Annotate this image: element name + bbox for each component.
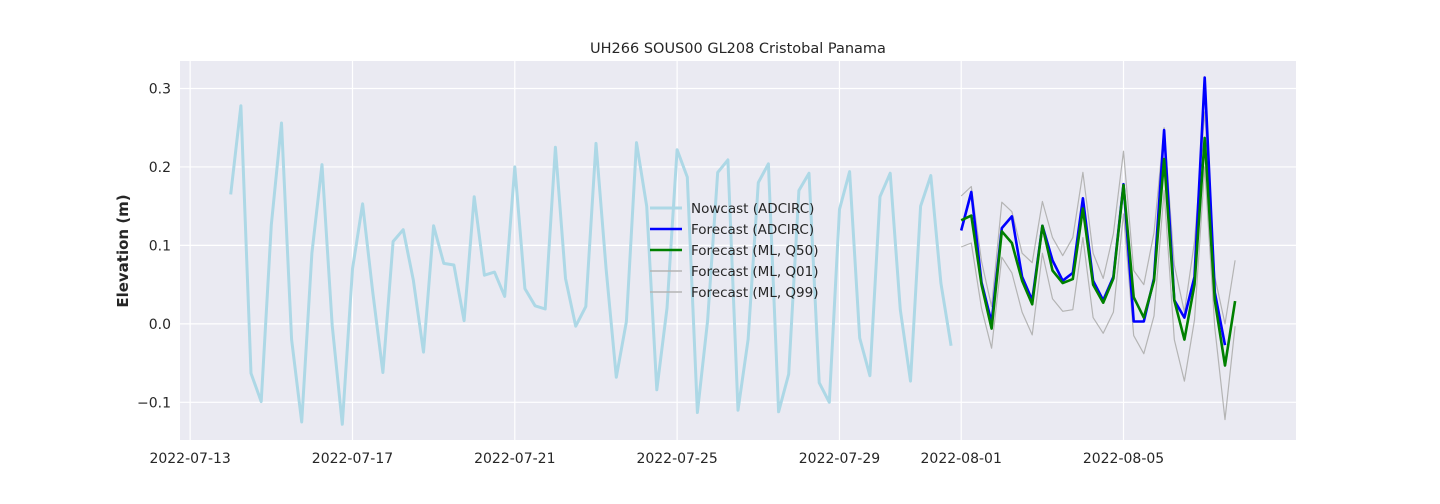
x-tick-labels: 2022-07-13 2022-07-17 2022-07-21 2022-07-25… bbox=[149, 451, 1164, 467]
y-tick-label: 0.0 bbox=[149, 317, 171, 333]
series-line-3 bbox=[960, 166, 1236, 421]
y-tick-labels: −0.1 0.0 0.1 0.2 0.3 bbox=[137, 81, 171, 411]
legend-entry: Nowcast (ADCIRC) bbox=[691, 201, 814, 217]
x-tick-label: 2022-08-05 bbox=[1083, 451, 1164, 467]
x-tick-label: 2022-08-01 bbox=[921, 451, 1002, 467]
x-gridlines bbox=[189, 61, 1125, 440]
y-gridlines bbox=[180, 87, 1296, 403]
legend-entry: Forecast (ML, Q99) bbox=[691, 285, 819, 301]
y-tick-label: 0.3 bbox=[149, 81, 171, 97]
series-line-4 bbox=[960, 111, 1236, 325]
y-tick-label: −0.1 bbox=[137, 395, 171, 411]
legend-entry: Forecast (ML, Q50) bbox=[691, 243, 819, 259]
series-line-0 bbox=[229, 104, 953, 426]
x-tick-label: 2022-07-25 bbox=[636, 451, 717, 467]
legend-entry: Forecast (ADCIRC) bbox=[691, 222, 814, 238]
series-layer bbox=[229, 76, 1237, 426]
y-axis-label: Elevation (m) bbox=[114, 194, 132, 307]
x-tick-label: 2022-07-21 bbox=[474, 451, 555, 467]
chart-title: UH266 SOUS00 GL208 Cristobal Panama bbox=[590, 41, 886, 57]
x-tick-label: 2022-07-29 bbox=[799, 451, 880, 467]
legend: Nowcast (ADCIRC) Forecast (ADCIRC) Forecas… bbox=[650, 201, 819, 301]
y-tick-label: 0.1 bbox=[149, 238, 171, 254]
legend-entry: Forecast (ML, Q01) bbox=[691, 264, 819, 280]
y-tick-label: 0.2 bbox=[149, 160, 171, 176]
series-line-2 bbox=[960, 136, 1237, 367]
x-tick-label: 2022-07-13 bbox=[149, 451, 230, 467]
x-tick-label: 2022-07-17 bbox=[312, 451, 393, 467]
